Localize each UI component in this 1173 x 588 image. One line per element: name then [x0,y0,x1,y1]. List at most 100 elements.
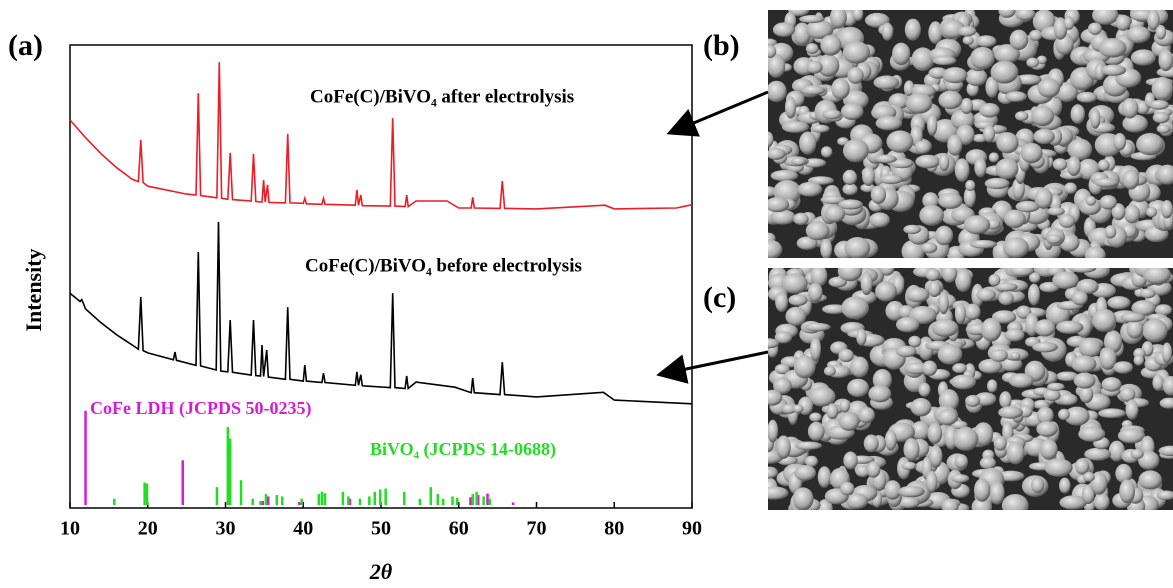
grain [840,482,854,496]
grain [758,338,779,348]
grain [1047,207,1065,216]
grain [797,182,822,197]
grain [1134,355,1144,366]
grain [795,441,822,449]
arrow [672,92,768,132]
grain [910,398,931,416]
x-tick-label: 40 [293,518,313,540]
grain [915,155,940,169]
grain [806,61,823,74]
grain [918,383,930,397]
grain [935,226,953,246]
grain [875,281,897,301]
grain [809,413,821,422]
grain [1069,264,1096,273]
x-axis-label: 2θ [369,559,393,584]
grain [1029,30,1042,41]
grain [840,399,850,412]
x-tick-label: 30 [216,518,236,540]
grain [921,242,938,253]
grain [841,296,869,319]
grain [827,403,838,419]
grain [842,183,857,195]
grain [765,197,789,212]
grain [964,215,990,234]
grain [1047,383,1065,391]
grain [1118,428,1145,443]
grain [896,317,919,332]
grain [806,43,819,54]
grain [1158,49,1173,71]
grain [1086,196,1097,206]
grain [903,225,921,234]
grain [1099,38,1127,57]
grain [867,461,881,478]
grain [951,474,969,483]
grain [979,103,1000,118]
x-tick-label: 90 [682,518,702,540]
grain [770,210,796,225]
grain [801,85,826,95]
grain [942,67,967,83]
grain [1131,449,1144,459]
grain [862,166,875,186]
grain [1156,25,1166,40]
grain [822,109,841,119]
grain [1088,22,1102,34]
grain [983,125,995,142]
grain [767,420,778,443]
grain [1136,133,1164,155]
grain [892,43,910,66]
grain [1005,91,1027,102]
grain [937,409,957,425]
grain [1116,15,1131,31]
grain [951,375,976,390]
grain [1102,377,1122,392]
grain [1036,421,1057,437]
grain [1162,342,1172,363]
grain [821,146,832,157]
grain [1043,389,1060,401]
reference-label: CoFe LDH (JCPDS 50-0235) [90,398,311,419]
grain [1079,338,1102,357]
grain [964,304,980,321]
grain [847,67,863,84]
grain [838,199,863,209]
grain [875,155,897,163]
grain [1045,458,1073,476]
grain [1010,30,1029,50]
grain [1034,319,1055,336]
grain [928,422,943,444]
grain [1153,112,1170,123]
grain [850,357,868,378]
grain [994,436,1007,451]
grain [1084,448,1111,461]
grain [998,406,1023,419]
grain [808,283,823,302]
grain [1032,342,1058,353]
grain [938,91,962,110]
grain [775,292,788,312]
grain [955,303,966,325]
grain [922,361,937,376]
grain [942,264,957,283]
grain [788,294,807,306]
grain [989,481,1004,504]
grain [1072,291,1088,306]
grain [1146,207,1157,217]
grain [976,288,996,301]
grain [953,427,978,451]
grain [965,395,980,407]
grain [761,486,789,499]
grain [820,239,832,260]
grain [1142,319,1167,343]
grain [1083,472,1095,482]
grain [1005,329,1024,342]
grain [808,422,825,441]
panel-label: (b) [703,29,740,62]
grain [981,318,1002,342]
grain [1004,210,1026,228]
grain [1026,57,1039,67]
grain [843,452,857,470]
grain [1056,321,1083,334]
